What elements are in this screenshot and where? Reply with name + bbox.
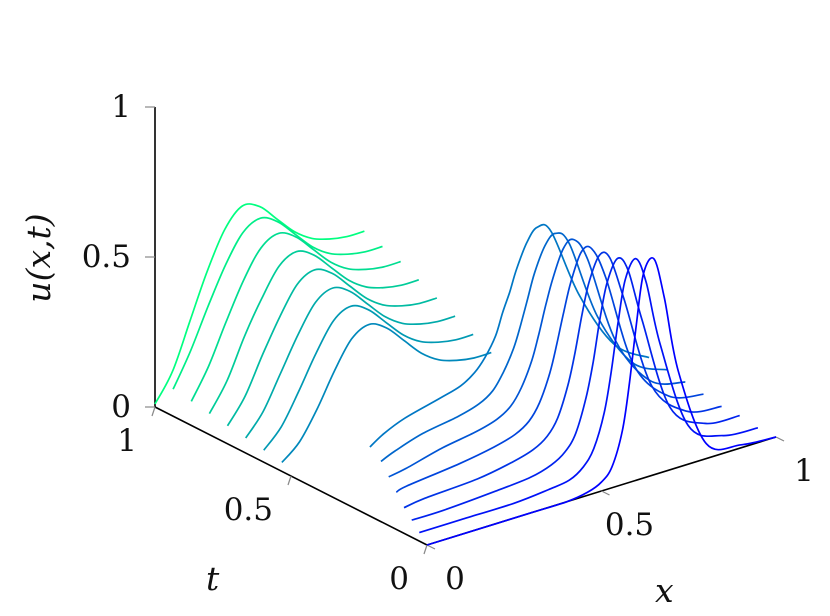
x-tick-label: 0.5 [605, 507, 654, 543]
series-line [411, 257, 740, 521]
u-tick-label: 1 [111, 89, 131, 125]
u-axis-label: u(x,t) [19, 213, 58, 302]
series-line [426, 257, 777, 546]
u-tick-label: 0 [111, 389, 131, 425]
x-tick [775, 436, 785, 442]
labels-group: x t u(x,t) [19, 213, 674, 610]
series-line [263, 304, 474, 451]
t-tick [423, 544, 428, 555]
series-line [369, 223, 650, 448]
t-tick-label: 1 [117, 423, 137, 459]
t-tick-label: 0.5 [224, 492, 273, 528]
series-line [380, 232, 668, 463]
x-axis-label: x [655, 571, 674, 610]
t-tick [151, 406, 156, 417]
series-line [172, 216, 383, 390]
t-tick [287, 475, 292, 486]
series-line [226, 268, 438, 427]
series-line [419, 257, 759, 534]
x-tick [601, 490, 610, 496]
x-tick [426, 544, 436, 550]
series-line [388, 238, 686, 478]
series-line [190, 231, 401, 402]
series-line [395, 245, 704, 493]
series-line [244, 286, 456, 439]
series-line [281, 322, 492, 463]
u-tick-label: 0.5 [82, 239, 131, 275]
x-tick-label: 0 [445, 561, 465, 597]
t-axis-label: t [206, 559, 220, 598]
series-line [208, 250, 420, 415]
t-tick-label: 0 [389, 561, 409, 597]
x-tick-label: 1 [794, 453, 814, 489]
series-line [403, 251, 722, 509]
curves-group [154, 203, 777, 546]
series-line [154, 203, 365, 405]
